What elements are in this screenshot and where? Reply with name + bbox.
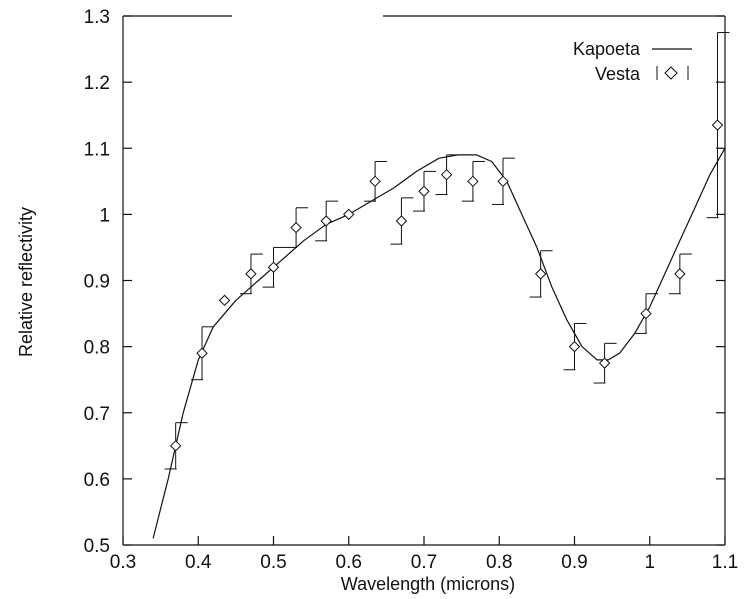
- x-tick-label: 0.9: [561, 552, 587, 573]
- x-axis: 0.3 0.4 0.5 0.6 0.7 0.8 0.9 1 1.1: [110, 536, 738, 573]
- vesta-point: [364, 160, 388, 202]
- vesta-marker: [196, 347, 208, 359]
- vesta-point: [492, 157, 516, 205]
- vesta-point: [529, 250, 553, 298]
- x-axis-label: Wavelength (microns): [341, 574, 515, 594]
- vesta-point: [668, 253, 692, 295]
- vesta-point: [593, 342, 617, 384]
- vesta-point: [262, 246, 286, 288]
- y-axis-label: Relative reflectivity: [16, 207, 36, 357]
- y-tick-label: 1.1: [84, 139, 110, 160]
- x-tick-label: 1: [644, 552, 655, 573]
- y-tick-label: 0.9: [84, 272, 110, 293]
- vesta-point: [413, 170, 436, 212]
- vesta-point: [706, 32, 730, 219]
- y-tick-label: 1.2: [84, 73, 110, 94]
- vesta-point: [343, 208, 355, 221]
- plot-frame: [122, 15, 726, 546]
- vesta-marker: [245, 268, 257, 280]
- vesta-marker: [169, 440, 182, 452]
- y-tick-label: 1: [99, 205, 110, 226]
- vesta-point: [634, 293, 658, 334]
- x-tick-label: 0.4: [185, 552, 212, 573]
- vesta-marker: [534, 268, 547, 280]
- vesta-marker: [343, 208, 355, 221]
- vesta-marker: [218, 294, 231, 307]
- vesta-point: [461, 160, 485, 202]
- kapoeta-series: [152, 147, 726, 539]
- y-tick-label: 0.7: [84, 404, 110, 425]
- vesta-marker: [290, 221, 302, 234]
- legend-swatch-vesta: [656, 66, 689, 80]
- x-tick-label: 0.7: [411, 552, 437, 573]
- vesta-point: [218, 294, 231, 307]
- vesta-marker: [395, 215, 408, 227]
- y-tick-label: 0.8: [84, 338, 110, 359]
- x-tick-label: 0.5: [260, 552, 286, 573]
- vesta-point: [164, 422, 188, 470]
- vesta-point: [563, 322, 587, 371]
- vesta-point: [390, 197, 414, 245]
- legend-label-vesta: Vesta: [595, 64, 641, 84]
- vesta-marker: [369, 175, 381, 188]
- vesta-marker: [711, 119, 724, 131]
- legend-label-kapoeta: Kapoeta: [573, 39, 641, 59]
- vesta-marker: [674, 268, 686, 280]
- x-tick-label: 0.6: [336, 552, 362, 573]
- y-axis: 0.5 0.6 0.7 0.8 0.9 1 1.1 1.2 1.3: [84, 7, 725, 557]
- vesta-marker: [497, 175, 509, 188]
- vesta-series: [164, 32, 730, 470]
- kapoeta-line: [152, 147, 726, 539]
- vesta-marker: [320, 215, 332, 227]
- legend: Kapoeta Vesta: [573, 39, 692, 84]
- vesta-point: [239, 253, 263, 295]
- y-tick-label: 1.3: [84, 7, 110, 28]
- vesta-point: [315, 200, 339, 242]
- y-tick-label: 0.6: [84, 470, 110, 491]
- vesta-marker: [267, 261, 280, 273]
- x-tick-label: 0.8: [486, 552, 512, 573]
- x-tick-label: 1.1: [712, 552, 738, 573]
- vesta-marker: [418, 185, 430, 197]
- x-tick-label: 0.3: [110, 552, 136, 573]
- vesta-marker: [440, 168, 453, 181]
- y-tick-label: 0.5: [84, 536, 110, 557]
- vesta-marker: [598, 357, 611, 369]
- vesta-point: [285, 207, 309, 248]
- vesta-point: [435, 154, 459, 196]
- vesta-marker: [568, 340, 581, 353]
- vesta-point: [191, 326, 215, 381]
- vesta-marker: [467, 175, 479, 188]
- vesta-marker: [640, 307, 652, 320]
